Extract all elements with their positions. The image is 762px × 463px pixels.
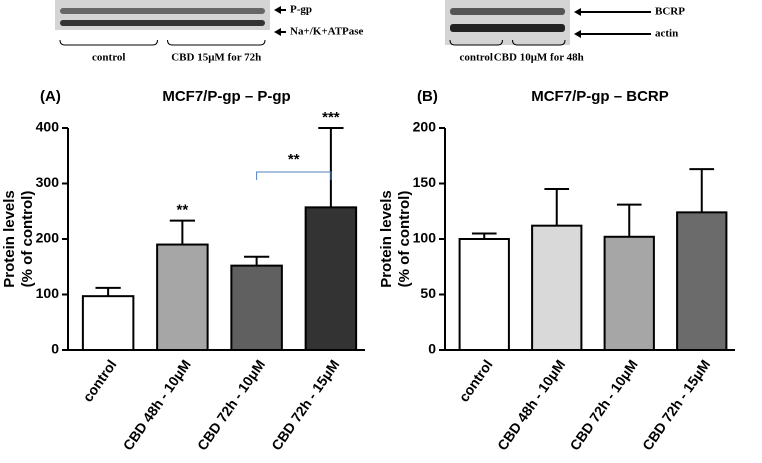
bar <box>81 295 135 352</box>
y-tick-label: 200 <box>36 230 60 246</box>
blot-image-a <box>55 0 270 30</box>
y-axis-label: Protein levels <box>1 190 18 288</box>
blot-arrowhead <box>274 6 281 14</box>
y-tick-label: 0 <box>51 341 59 357</box>
significance-label: *** <box>322 109 340 126</box>
y-tick-label: 150 <box>413 174 437 190</box>
blot-group-label: control <box>92 52 125 64</box>
y-tick-label: 300 <box>36 174 60 190</box>
blot-group-label: control <box>460 52 493 64</box>
significance-bracket <box>256 171 332 180</box>
y-axis-label: Protein levels <box>378 190 395 288</box>
blot-group-bracket <box>167 39 266 46</box>
y-axis-label: (% of control) <box>19 191 36 288</box>
chart-title: MCF7/P-gp – P-gp <box>162 88 290 105</box>
x-tick-label: control <box>455 357 495 405</box>
panel-label: (B) <box>417 88 438 105</box>
y-tick-label: 200 <box>413 119 437 135</box>
significance-label: ** <box>177 202 189 219</box>
bar <box>676 211 728 351</box>
blot-group-label: CBD 15μM for 72h <box>171 52 261 64</box>
y-tick-label: 50 <box>420 285 436 301</box>
bar <box>603 235 655 351</box>
x-tick-label: CBD 72h - 15μM <box>268 357 342 453</box>
bar <box>230 264 283 352</box>
x-tick-label: CBD 48h - 10μM <box>120 357 194 453</box>
blot-band-label: Na+/K+ATPase <box>290 26 364 38</box>
chart-title: MCF7/P-gp – BCRP <box>531 88 669 105</box>
bar <box>304 206 358 351</box>
x-tick-label: CBD 72h - 15μM <box>639 357 713 453</box>
blot-arrowhead <box>574 8 581 16</box>
blot-arrowhead <box>274 28 281 36</box>
y-tick-label: 0 <box>428 341 436 357</box>
blot-group-bracket <box>59 39 158 46</box>
y-axis-label: (% of control) <box>396 191 413 288</box>
blot-band-label: BCRP <box>655 6 685 18</box>
blot-band-label: P-gp <box>290 4 312 16</box>
blot-arrowhead <box>574 30 581 38</box>
x-tick-label: CBD 48h - 10μM <box>494 357 568 453</box>
y-tick-label: 400 <box>36 119 60 135</box>
x-tick-label: control <box>79 357 119 405</box>
y-tick-label: 100 <box>36 285 60 301</box>
bar <box>458 238 510 351</box>
x-tick-label: CBD 72h - 10μM <box>566 357 640 453</box>
blot-group-bracket <box>449 39 503 46</box>
blot-image-b <box>445 0 570 45</box>
bar <box>531 224 583 351</box>
x-tick-label: CBD 72h - 10μM <box>194 357 268 453</box>
panel-label: (A) <box>40 88 61 105</box>
blot-band-label: actin <box>655 28 678 40</box>
blot-group-label: CBD 10μM for 48h <box>494 52 584 64</box>
blot-group-bracket <box>512 39 566 46</box>
bar <box>156 243 209 351</box>
y-tick-label: 100 <box>413 230 437 246</box>
significance-label: ** <box>288 151 300 168</box>
